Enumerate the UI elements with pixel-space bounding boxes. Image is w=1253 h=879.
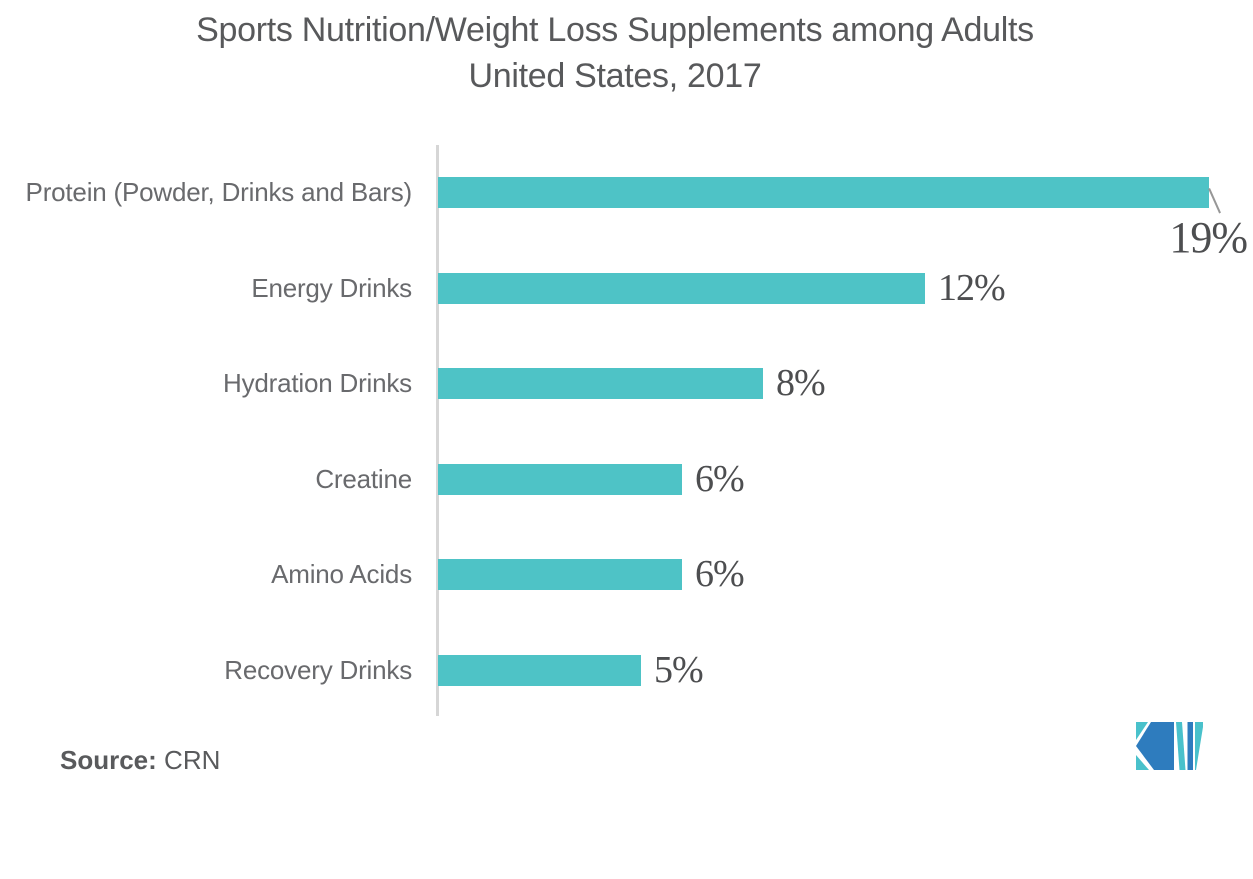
bar: [438, 559, 682, 590]
source-label: Source:: [60, 745, 157, 775]
value-label: 8%: [776, 362, 826, 404]
category-label: Recovery Drinks: [224, 655, 412, 685]
category-label: Protein (Powder, Drinks and Bars): [25, 177, 413, 207]
bar: [438, 655, 641, 686]
value-label: 12%: [938, 267, 1006, 309]
value-label: 6%: [695, 553, 745, 595]
value-label: 19%: [1169, 213, 1248, 262]
bar: [438, 464, 682, 495]
category-label: Hydration Drinks: [223, 368, 412, 398]
chart-title-line1: Sports Nutrition/Weight Loss Supplements…: [196, 11, 1034, 49]
value-label: 5%: [654, 649, 704, 691]
bar: [438, 368, 763, 399]
source-value: CRN: [164, 745, 221, 775]
y-axis-line: [436, 145, 439, 716]
bar: [438, 273, 925, 304]
category-label: Energy Drinks: [251, 273, 412, 303]
leader-line: [1208, 188, 1221, 214]
value-label: 6%: [695, 458, 745, 500]
chart-title-line2: United States, 2017: [468, 57, 762, 95]
chart-title: Sports Nutrition/Weight Loss Supplements…: [0, 7, 1230, 99]
mordor-intelligence-logo: [1136, 722, 1203, 770]
category-label: Creatine: [315, 464, 412, 494]
bar: [438, 177, 1209, 208]
category-label: Amino Acids: [271, 559, 412, 589]
source-note: Source: CRN: [60, 745, 220, 776]
